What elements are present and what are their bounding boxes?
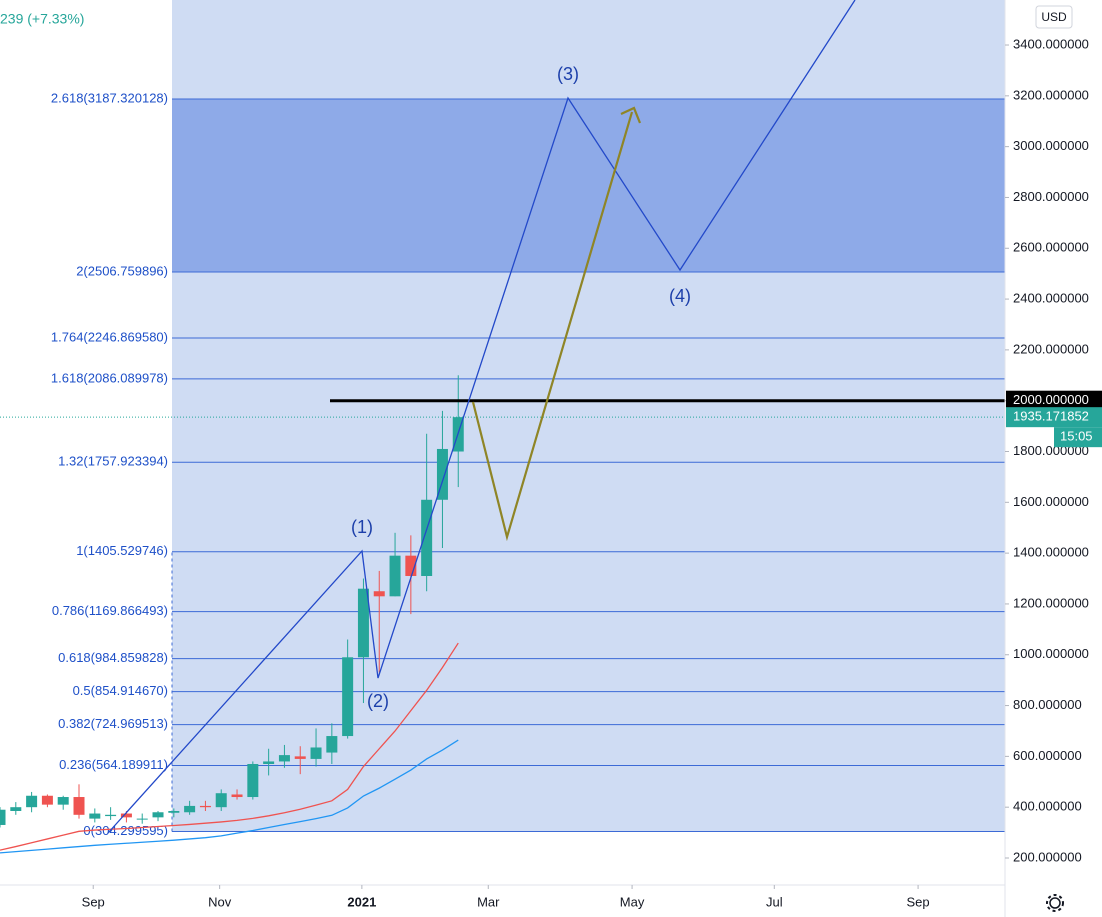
y-tick-label: 1000.000000 bbox=[1013, 646, 1089, 661]
candle-body bbox=[310, 747, 322, 759]
y-tick-label: 1200.000000 bbox=[1013, 595, 1089, 610]
countdown-tag bbox=[1054, 427, 1102, 448]
x-tick-label: Sep bbox=[82, 894, 105, 909]
y-tick-label: 2400.000000 bbox=[1013, 291, 1089, 306]
y-tick-label: 600.000000 bbox=[1013, 748, 1082, 763]
candle-body bbox=[73, 797, 85, 815]
currency-button[interactable] bbox=[1035, 5, 1073, 29]
y-tick-label: 2600.000000 bbox=[1013, 240, 1089, 255]
candle-body bbox=[357, 588, 369, 658]
y-tick-label: 3200.000000 bbox=[1013, 87, 1089, 102]
price-line-tag bbox=[1006, 390, 1102, 411]
price-line-label: 2000.000000 bbox=[1013, 392, 1089, 407]
background: 0(304.299595)0.236(564.189911)0.382(724.… bbox=[0, 0, 1005, 838]
fib-label: 1.764(2246.869580) bbox=[51, 329, 168, 344]
candle-body bbox=[326, 736, 338, 753]
fib-label: 1.618(2086.089978) bbox=[51, 370, 168, 385]
currency: USD bbox=[1041, 10, 1067, 24]
candle-body bbox=[278, 755, 290, 762]
candle-body bbox=[105, 814, 117, 817]
candle-body bbox=[373, 591, 385, 597]
y-tick-label: 2200.000000 bbox=[1013, 341, 1089, 356]
x-tick-label: 2021 bbox=[347, 894, 376, 909]
candle-body bbox=[199, 805, 211, 808]
y-tick-label: 400.000000 bbox=[1013, 799, 1082, 814]
countdown: 15:05 bbox=[1060, 429, 1093, 444]
candle-body bbox=[184, 805, 196, 813]
candle-body bbox=[405, 555, 417, 576]
wave-label: (4) bbox=[669, 286, 691, 306]
fib-label: 0.382(724.969513) bbox=[58, 716, 168, 731]
fib-label: 0.786(1169.866493) bbox=[52, 603, 168, 618]
gear[interactable] bbox=[1049, 897, 1061, 909]
fib-label: 1(1405.529746) bbox=[76, 543, 168, 558]
candle-body bbox=[421, 499, 433, 576]
candle-body bbox=[436, 448, 448, 500]
wave-label: (1) bbox=[351, 517, 373, 537]
y-tick-label: 2800.000000 bbox=[1013, 189, 1089, 204]
change-text: 239 (+7.33%) bbox=[0, 11, 84, 27]
candle-body bbox=[152, 812, 164, 818]
candle-body bbox=[231, 794, 243, 798]
moving-average bbox=[0, 739, 459, 854]
candle-body bbox=[215, 793, 227, 808]
candle-body bbox=[41, 795, 53, 805]
wave-arrow bbox=[471, 106, 642, 542]
y-tick-label: 200.000000 bbox=[1013, 849, 1082, 864]
candle-body bbox=[136, 818, 148, 820]
candle-body bbox=[0, 809, 6, 825]
y-tick-label: 3000.000000 bbox=[1013, 138, 1089, 153]
x-tick-label: Mar bbox=[477, 894, 500, 909]
y-tick-label: 1600.000000 bbox=[1013, 494, 1089, 509]
candle-body bbox=[168, 810, 180, 813]
fib-label: 2.618(3187.320128) bbox=[51, 90, 168, 105]
y-tick-label: 800.000000 bbox=[1013, 697, 1082, 712]
fib-label: 2(2506.759896) bbox=[76, 263, 168, 278]
candle-body bbox=[263, 761, 275, 764]
candle-body bbox=[120, 813, 132, 818]
wave-label: (2) bbox=[367, 691, 389, 711]
candle-body bbox=[389, 555, 401, 597]
fib-label: 0.236(564.189911) bbox=[59, 757, 168, 772]
x-tick-label: Nov bbox=[208, 894, 232, 909]
moving-average bbox=[0, 642, 459, 851]
x-tick-label: Sep bbox=[907, 894, 930, 909]
candle-body bbox=[26, 795, 38, 808]
fib-label: 0.5(854.914670) bbox=[73, 683, 168, 698]
candle-body bbox=[294, 756, 306, 759]
axes: 200.000000 400.000000 600.000000 800.000000… bbox=[82, 36, 1102, 909]
fib-band bbox=[172, 99, 1005, 272]
last-price-tag bbox=[1006, 407, 1102, 428]
candle-body bbox=[247, 763, 259, 798]
last-price-label: 1935.171852 bbox=[1013, 409, 1089, 424]
candle-body bbox=[342, 657, 354, 737]
y-tick-label: 1400.000000 bbox=[1013, 545, 1089, 560]
wave-path bbox=[107, 0, 856, 834]
candle-body bbox=[10, 807, 22, 811]
y-tick-label: 3400.000000 bbox=[1013, 36, 1089, 51]
settings-icon[interactable] bbox=[1046, 894, 1064, 912]
fib-label: 1.32(1757.923394) bbox=[58, 454, 168, 469]
fib-label: 0.618(984.859828) bbox=[58, 650, 168, 665]
x-tick-label: May bbox=[620, 894, 645, 909]
x-tick-label: Jul bbox=[766, 894, 783, 909]
gear-teeth[interactable] bbox=[1046, 894, 1064, 912]
candle-body bbox=[57, 797, 69, 805]
candle-body bbox=[89, 813, 101, 819]
wave-label: (3) bbox=[557, 64, 579, 84]
